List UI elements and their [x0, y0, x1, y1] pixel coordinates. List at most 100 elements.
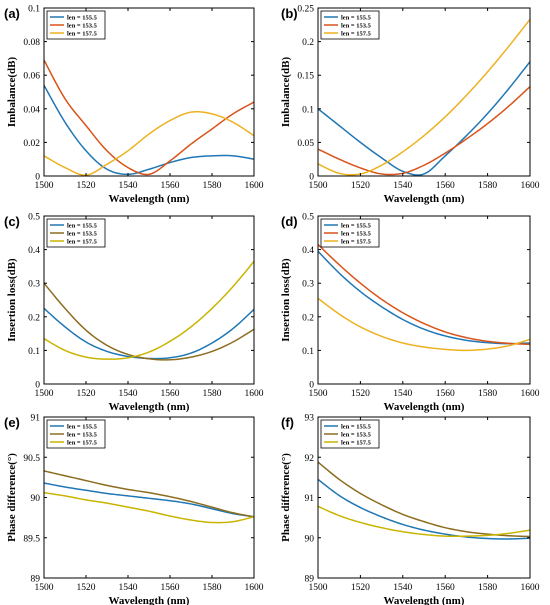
y-tick-label: 89	[31, 575, 41, 585]
y-tick-label: 90	[305, 534, 315, 544]
x-tick-label: 1580	[478, 181, 497, 191]
y-tick-label: 0.1	[28, 5, 40, 15]
legend-box	[46, 10, 106, 40]
y-tick-label: 0.05	[297, 139, 314, 149]
x-tick-label: 1560	[161, 583, 180, 593]
panel-c: 1500 1520 1540 1560 1580 1600 0 0.1 0.2 0.3 0.4 0.5…	[4, 213, 264, 414]
x-tick-label: 1540	[393, 389, 412, 399]
panel-letter: (e)	[4, 415, 20, 430]
series-line-2	[44, 282, 254, 361]
x-tick-label: 1520	[351, 583, 370, 593]
x-tick-label: 1560	[161, 181, 180, 191]
legend-label: len = 157.5	[67, 238, 98, 245]
y-axis-label: Imbalance(dB)	[6, 57, 18, 128]
legend-label: len = 153.5	[341, 22, 372, 29]
y-tick-label: 0	[35, 173, 40, 183]
panel-d: 1500 1520 1540 1560 1580 1600 0 0.1 0.2 0.3 0.4 0.5…	[280, 213, 540, 414]
legend-label: len = 155.5	[67, 14, 98, 21]
legend-label: len = 157.5	[67, 30, 98, 37]
x-axis-label: Wavelength (nm)	[384, 595, 465, 605]
x-tick-label: 1500	[35, 389, 54, 399]
series-line-1	[44, 84, 254, 176]
y-tick-label: 0.1	[302, 105, 314, 115]
x-tick-label: 1520	[351, 181, 370, 191]
series-line-1	[318, 478, 530, 540]
x-axis-label: Wavelength (nm)	[384, 193, 465, 205]
legend-label: len = 157.5	[341, 238, 372, 245]
y-tick-label: 0	[309, 173, 314, 183]
x-tick-label: 1520	[77, 181, 96, 191]
x-tick-label: 1520	[77, 389, 96, 399]
x-tick-label: 1540	[393, 583, 412, 593]
x-tick-label: 1500	[35, 583, 54, 593]
x-tick-label: 1560	[436, 389, 455, 399]
series-line-3	[44, 491, 254, 524]
x-tick-label: 1580	[203, 389, 222, 399]
legend-label: len = 153.5	[67, 22, 98, 29]
y-tick-label: 0.5	[302, 213, 314, 223]
plot-frame	[317, 215, 531, 385]
x-tick-label: 1600	[245, 389, 264, 399]
y-tick-label: 90.5	[23, 454, 40, 464]
x-tick-label: 1500	[309, 389, 328, 399]
y-tick-label: 93	[305, 414, 315, 424]
x-tick-label: 1580	[478, 583, 497, 593]
legend-label: len = 155.5	[67, 423, 98, 430]
x-tick-label: 1600	[245, 181, 264, 191]
series-line-3	[44, 110, 254, 176]
panel-letter: (d)	[281, 214, 298, 229]
y-tick-label: 0.2	[302, 313, 314, 323]
x-tick-label: 1580	[478, 389, 497, 399]
x-tick-label: 1580	[203, 583, 222, 593]
y-axis-label: Insertion loss(dB)	[280, 258, 292, 342]
y-tick-label: 0.3	[28, 280, 40, 290]
y-tick-label: 0.2	[28, 313, 40, 323]
x-axis-label: Wavelength (nm)	[109, 193, 190, 205]
y-tick-label: 0.25	[297, 5, 314, 15]
y-tick-label: 0.08	[23, 38, 40, 48]
y-tick-label: 90	[31, 494, 41, 504]
y-tick-label: 0	[309, 381, 314, 391]
y-tick-label: 0	[35, 381, 40, 391]
y-tick-label: 91	[305, 494, 315, 504]
legend-label: len = 153.5	[341, 431, 372, 438]
x-axis-label: Wavelength (nm)	[109, 595, 190, 605]
legend-label: len = 153.5	[67, 431, 98, 438]
y-axis-label: Phase difference(°)	[280, 453, 292, 542]
y-tick-label: 0.1	[302, 347, 314, 357]
plot-frame	[317, 7, 531, 177]
x-tick-label: 1600	[521, 389, 540, 399]
legend-label: len = 157.5	[341, 30, 372, 37]
plot-frame	[43, 7, 255, 177]
legend-label: len = 157.5	[67, 439, 98, 446]
panel-letter: (b)	[281, 6, 298, 21]
x-tick-label: 1600	[245, 583, 264, 593]
y-tick-label: 0.1	[28, 347, 40, 357]
x-tick-label: 1500	[309, 583, 328, 593]
y-axis-label: Insertion loss(dB)	[6, 258, 18, 342]
x-tick-label: 1600	[521, 583, 540, 593]
y-tick-label: 91	[31, 414, 41, 424]
panel-b: 1500 1520 1540 1560 1580 1600 0 0.05 0.1 0.15 0.2 0…	[280, 5, 540, 206]
series-line-2	[44, 470, 254, 518]
legend-label: len = 157.5	[341, 439, 372, 446]
y-tick-label: 0.5	[28, 213, 40, 223]
series-line-2	[318, 86, 530, 176]
series-line-2	[44, 59, 254, 176]
x-tick-label: 1560	[436, 583, 455, 593]
x-tick-label: 1540	[119, 583, 138, 593]
legend-label: len = 155.5	[341, 14, 372, 21]
legend-label: len = 153.5	[67, 230, 98, 237]
legend-label: len = 155.5	[341, 423, 372, 430]
series-line-3	[318, 18, 530, 176]
x-axis-label: Wavelength (nm)	[384, 401, 465, 413]
series-line-2	[318, 244, 530, 346]
y-tick-label: 0.04	[23, 105, 40, 115]
panel-a: 1500 1520 1540 1560 1580 1600 0 0.02 0.04 0.06 0.0…	[4, 5, 264, 206]
legend-label: len = 155.5	[341, 222, 372, 229]
y-tick-label: 0.06	[23, 72, 40, 82]
y-tick-label: 0.02	[23, 139, 40, 149]
series-line-3	[44, 260, 254, 360]
x-tick-label: 1600	[521, 181, 540, 191]
